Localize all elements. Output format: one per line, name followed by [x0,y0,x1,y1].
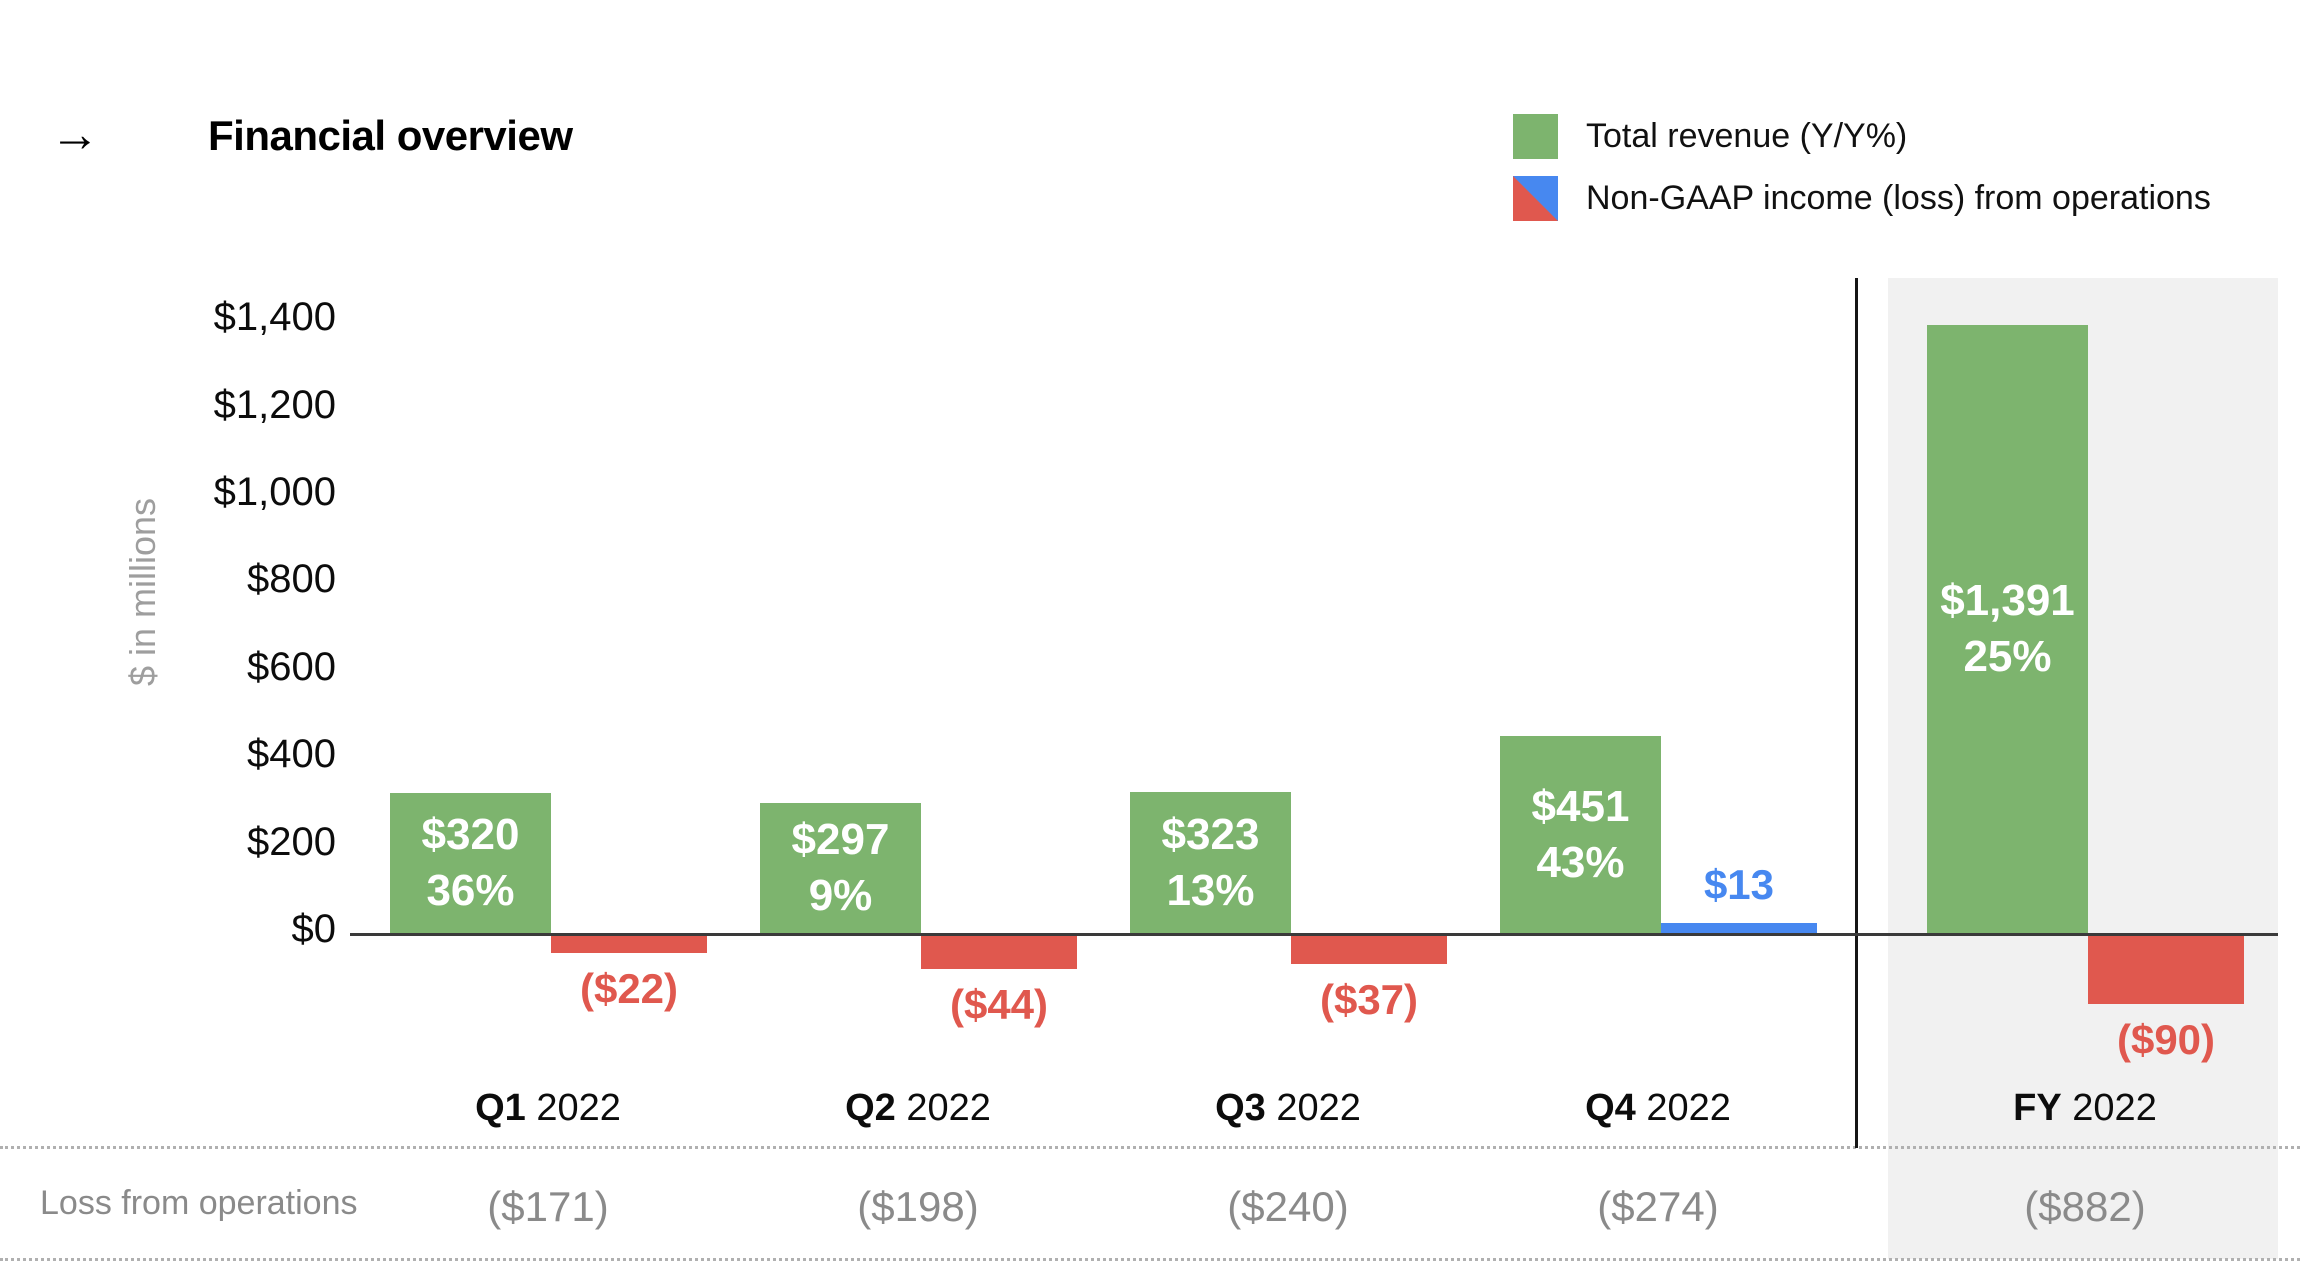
revenue-bar-label-fy: $1,391 25% [1940,576,2075,681]
y-tick-label: $200 [247,820,336,864]
loss-row-label: Loss from operations [40,1184,358,1222]
bar-income-q2 [921,936,1077,969]
legend-item-income: Non-GAAP income (loss) from operations [1513,170,2211,226]
legend-label-revenue: Total revenue (Y/Y%) [1586,116,1908,155]
legend-item-revenue: Total revenue (Y/Y%) [1513,108,1907,164]
loss-value-q3: ($240) [1227,1183,1349,1230]
bar-revenue-q2: $297 9% [760,803,921,933]
loss-value-fy: ($882) [2024,1183,2146,1230]
loss-value-q1: ($171) [487,1183,609,1230]
table-divider-bottom [0,1258,2300,1261]
bar-income-q4 [1661,923,1817,933]
legend-swatch-income-icon [1513,175,1558,221]
income-label-q1: ($22) [579,965,679,1012]
legend-swatch-revenue-icon [1513,113,1558,159]
loss-value-q4: ($274) [1597,1183,1719,1230]
y-tick-label: $1,400 [213,295,336,339]
y-tick-label: $1,000 [213,470,336,514]
bar-revenue-q1: $320 36% [390,793,551,933]
y-tick-label: $0 [291,907,337,951]
income-label-fy: ($90) [2116,1016,2216,1063]
legend-label-income: Non-GAAP income (loss) from operations [1586,178,2211,217]
bar-income-fy [2088,936,2244,1004]
table-divider-top [0,1146,2300,1149]
bar-income-q3 [1291,936,1447,964]
income-label-q2: ($44) [949,981,1049,1028]
revenue-bar-label-q4: $451 43% [1531,781,1630,887]
y-tick-label: $400 [247,732,336,776]
bar-revenue-fy: $1,391 25% [1927,325,2088,933]
y-tick-label: $600 [247,645,336,689]
x-axis-label-fy: FY 2022 [2013,1087,2157,1129]
x-axis-label-q1: Q1 2022 [475,1087,621,1129]
x-axis-label-q2: Q2 2022 [845,1087,991,1129]
revenue-bar-label-q1: $320 36% [421,810,520,915]
fy-separator-line [1855,278,1858,1148]
y-tick-label: $800 [247,557,336,601]
x-axis-label-q4: Q4 2022 [1585,1087,1731,1129]
bar-revenue-q3: $323 13% [1130,792,1291,933]
y-tick-label: $1,200 [213,383,336,427]
income-label-q3: ($37) [1319,976,1419,1023]
x-axis-label-q3: Q3 2022 [1215,1087,1361,1129]
revenue-bar-label-q3: $323 13% [1161,809,1260,915]
arrow-icon: → [50,106,100,162]
income-label-q4: $13 [1703,861,1775,908]
loss-value-q2: ($198) [857,1183,979,1230]
revenue-bar-label-q2: $297 9% [791,815,890,920]
bar-income-q1 [551,936,707,953]
page-title: Financial overview [208,112,573,159]
x-axis-line [350,933,2278,936]
bar-revenue-q4: $451 43% [1500,736,1661,933]
